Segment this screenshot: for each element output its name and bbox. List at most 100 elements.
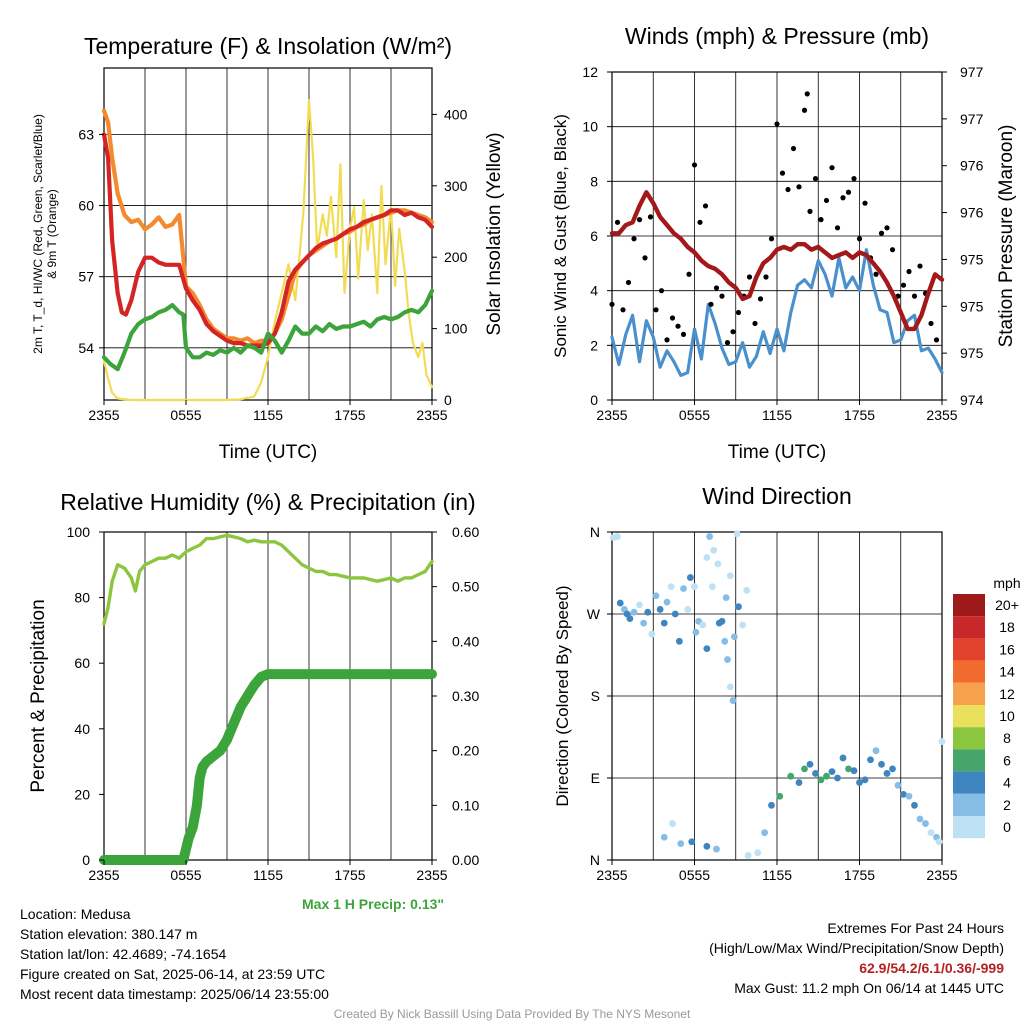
wind-y2tick-label-0: 974 bbox=[960, 392, 984, 408]
temp-y2tick-label-2: 200 bbox=[444, 249, 468, 265]
speed-legend-label-7: 6 bbox=[1003, 752, 1011, 768]
station-latlon: Station lat/lon: 42.4689; -74.1654 bbox=[20, 946, 227, 962]
dir-point-55 bbox=[787, 772, 795, 780]
dir-point-40 bbox=[721, 637, 729, 645]
wind-xtick-label-1: 0555 bbox=[679, 407, 710, 423]
speed-legend-label-5: 10 bbox=[999, 708, 1015, 724]
rh-ytick-label-1: 20 bbox=[74, 786, 90, 802]
max-gust: Max Gust: 11.2 mph On 06/14 at 1445 UTC bbox=[734, 980, 1004, 996]
wind-gust-point-47 bbox=[862, 200, 868, 206]
wind-gust-point-0 bbox=[609, 301, 615, 307]
wind-gust-point-14 bbox=[686, 271, 692, 277]
credit-line: Created By Nick Bassill Using Data Provi… bbox=[333, 1007, 691, 1021]
dir-point-74 bbox=[894, 781, 902, 789]
speed-legend-swatch-4 bbox=[953, 682, 985, 705]
speed-legend-swatch-8 bbox=[953, 771, 985, 794]
wind-y2tick-label-1: 975 bbox=[960, 345, 984, 361]
speed-legend-label-4: 12 bbox=[999, 686, 1015, 702]
rh-y2tick-label-0: 0.00 bbox=[452, 852, 479, 868]
wind-gust-point-38 bbox=[812, 176, 819, 182]
speed-legend-swatch-7 bbox=[953, 749, 985, 772]
rh-title: Relative Humidity (%) & Precipitation (i… bbox=[60, 489, 475, 515]
dir-point-17 bbox=[675, 637, 683, 645]
wind-gust-point-41 bbox=[829, 165, 835, 171]
wind-gust-point-57 bbox=[917, 263, 923, 269]
wind-gust-point-3 bbox=[625, 279, 632, 286]
dir-point-66 bbox=[850, 767, 858, 775]
wind-y2tick-label-6: 977 bbox=[960, 111, 984, 127]
wind-gust-point-33 bbox=[790, 145, 797, 152]
wind-title: Winds (mph) & Pressure (mb) bbox=[625, 23, 929, 49]
dir-point-65 bbox=[845, 765, 852, 773]
dir-point-63 bbox=[834, 774, 841, 782]
dir-point-68 bbox=[861, 776, 869, 784]
dir-point-52 bbox=[761, 829, 769, 837]
dir-ytick-label-4: N bbox=[590, 524, 600, 540]
rh-y2tick-label-6: 0.60 bbox=[452, 524, 479, 540]
wind-gust-point-55 bbox=[906, 268, 912, 275]
dir-point-14 bbox=[663, 598, 671, 606]
dir-point-61 bbox=[823, 772, 830, 780]
dir-point-59 bbox=[812, 770, 819, 777]
rh-y2tick-label-5: 0.50 bbox=[452, 579, 479, 595]
dir-point-57 bbox=[801, 765, 808, 773]
wind-gust-point-34 bbox=[796, 184, 802, 190]
rh-y2tick-label-2: 0.20 bbox=[452, 743, 479, 759]
temp-y2tick-label-4: 400 bbox=[444, 106, 468, 122]
wind-ytick-label-6: 12 bbox=[582, 64, 598, 80]
speed-legend-label-1: 18 bbox=[999, 619, 1015, 635]
dir-point-8 bbox=[640, 619, 648, 627]
speed-legend-swatch-10 bbox=[953, 816, 985, 839]
dir-xtick-label-4: 2355 bbox=[926, 867, 957, 883]
dir-title: Wind Direction bbox=[702, 483, 852, 509]
dir-xtick-label-1: 0555 bbox=[679, 867, 710, 883]
rh-xtick-label-2: 1155 bbox=[253, 867, 283, 883]
dir-point-6 bbox=[630, 608, 638, 616]
temp-ytick-label-0: 54 bbox=[78, 340, 94, 356]
wind-ytick-label-2: 4 bbox=[590, 283, 598, 299]
dir-point-67 bbox=[856, 779, 863, 786]
rh-xtick-label-1: 0555 bbox=[170, 867, 201, 883]
rh-ytick-label-0: 0 bbox=[82, 852, 90, 868]
rh-ylabel-left: Percent & Precipitation bbox=[28, 599, 49, 792]
wind-ylabel-left: Sonic Wind & Gust (Blue, Black) bbox=[551, 114, 570, 358]
rh-y2tick-label-4: 0.40 bbox=[452, 633, 479, 649]
wind-gust-point-51 bbox=[884, 225, 890, 231]
wind-xtick-label-3: 1755 bbox=[844, 407, 875, 423]
wind-xlabel: Time (UTC) bbox=[728, 442, 827, 463]
wind-gust-point-27 bbox=[757, 296, 764, 302]
dir-point-47 bbox=[688, 838, 696, 846]
dir-point-11 bbox=[652, 592, 660, 600]
wind-ytick-label-0: 0 bbox=[590, 392, 598, 408]
dir-point-76 bbox=[905, 792, 913, 800]
station-info: Location: Medusa Station elevation: 380.… bbox=[20, 904, 329, 1004]
dir-point-7 bbox=[636, 601, 643, 609]
temp-title: Temperature (F) & Insolation (W/m²) bbox=[84, 33, 452, 59]
wind-gust-point-42 bbox=[834, 225, 841, 231]
dir-point-43 bbox=[703, 645, 711, 653]
dir-point-83 bbox=[938, 738, 946, 745]
speed-legend-label-8: 4 bbox=[1003, 775, 1011, 791]
wind-gust-point-18 bbox=[708, 301, 714, 307]
wind-gust-point-6 bbox=[642, 255, 648, 261]
wind-gust-point-29 bbox=[768, 236, 775, 242]
dir-point-72 bbox=[883, 770, 891, 777]
temp-ytick-label-2: 60 bbox=[78, 198, 94, 214]
dir-point-45 bbox=[669, 820, 676, 827]
dir-point-51 bbox=[754, 849, 762, 857]
dir-point-37 bbox=[729, 697, 737, 704]
wind-ytick-label-5: 10 bbox=[582, 119, 598, 135]
speed-legend-swatch-9 bbox=[953, 793, 985, 816]
wind-gust-point-1 bbox=[614, 219, 621, 225]
wind-gust-point-45 bbox=[851, 176, 857, 182]
dir-point-71 bbox=[878, 760, 885, 768]
dir-xtick-label-0: 2355 bbox=[596, 867, 627, 883]
temp-ylabel-right: Solar Insolation (Yellow) bbox=[484, 132, 505, 335]
temp-xtick-label-4: 2355 bbox=[416, 407, 447, 423]
wind-gust-point-17 bbox=[702, 203, 709, 209]
temp-y2tick-label-1: 100 bbox=[444, 321, 468, 337]
extremes-title: Extremes For Past 24 Hours bbox=[827, 920, 1004, 936]
dir-point-50 bbox=[744, 852, 752, 859]
station-location: Location: Medusa bbox=[20, 906, 131, 922]
